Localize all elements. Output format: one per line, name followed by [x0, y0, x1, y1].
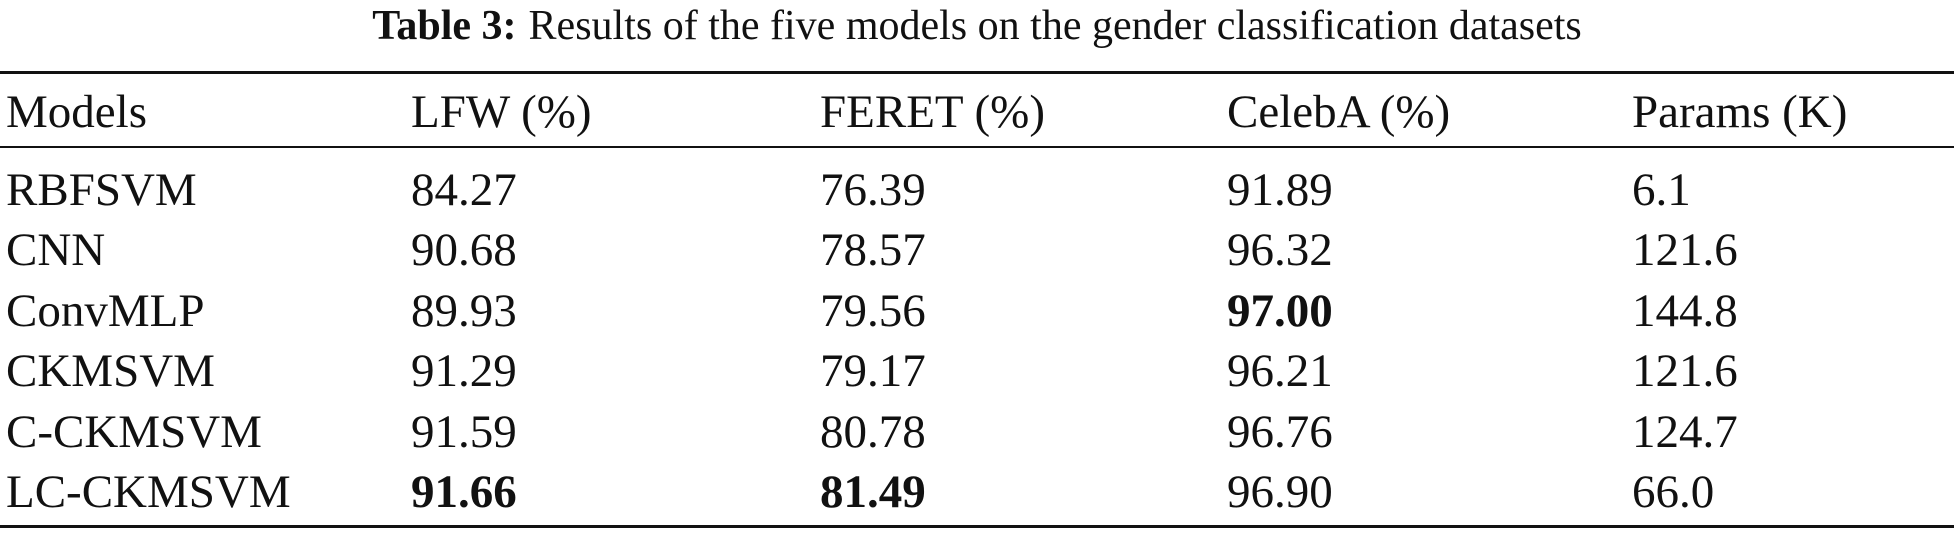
top-rule [0, 71, 1954, 74]
cell: 76.39 [820, 164, 926, 216]
cell: ConvMLP [6, 284, 205, 337]
table-row: RBFSVM 84.27 76.39 91.89 6.1 [0, 160, 1954, 220]
cell: 78.57 [820, 224, 926, 277]
table-row: ConvMLP 89.93 79.56 97.00 144.8 [0, 281, 1954, 341]
cell: 91.89 [1227, 164, 1333, 216]
cell: 144.8 [1632, 284, 1738, 337]
table-caption: Table 3: Results of the five models on th… [0, 2, 1954, 50]
cell: FERET (%) [820, 86, 1045, 138]
table-row: C-CKMSVM 91.59 80.78 96.76 124.7 [0, 402, 1954, 462]
cell: Params (K) [1632, 86, 1848, 138]
cell: 91.59 [411, 405, 517, 458]
cell: 81.49 [820, 466, 926, 518]
cell: 121.6 [1632, 345, 1738, 398]
cell: LC-CKMSVM [6, 466, 291, 518]
cell: 90.68 [411, 224, 517, 277]
cell: 66.0 [1632, 466, 1715, 518]
table-row: CKMSVM 91.29 79.17 96.21 121.6 [0, 341, 1954, 401]
cell: 79.17 [820, 345, 926, 398]
cell: 80.78 [820, 405, 926, 458]
cell: 96.76 [1227, 405, 1333, 458]
cell: CNN [6, 224, 106, 277]
cell: 96.90 [1227, 466, 1333, 518]
cell: 91.66 [411, 466, 517, 518]
table-row: CNN 90.68 78.57 96.32 121.6 [0, 220, 1954, 280]
cell: CKMSVM [6, 345, 215, 398]
cell: 96.32 [1227, 224, 1333, 277]
table-row: LC-CKMSVM 91.66 81.49 96.90 66.0 [0, 462, 1954, 522]
cell: C-CKMSVM [6, 405, 262, 458]
cell: 124.7 [1632, 405, 1738, 458]
cell: 79.56 [820, 284, 926, 337]
bottom-rule [0, 525, 1954, 528]
cell: 84.27 [411, 164, 517, 216]
caption-text: Results of the five models on the gender… [528, 3, 1582, 49]
cell: CelebA (%) [1227, 86, 1451, 138]
cell: 6.1 [1632, 164, 1691, 216]
cell: 96.21 [1227, 345, 1333, 398]
header-row: Models LFW (%) FERET (%) CelebA (%) Params (… [0, 82, 1954, 142]
cell: RBFSVM [6, 164, 197, 216]
caption-label: Table 3: [372, 3, 517, 49]
cell: 91.29 [411, 345, 517, 398]
mid-rule [0, 146, 1954, 148]
cell: 97.00 [1227, 284, 1333, 337]
cell: Models [6, 86, 147, 138]
cell: LFW (%) [411, 86, 592, 138]
cell: 89.93 [411, 284, 517, 337]
cell: 121.6 [1632, 224, 1738, 277]
